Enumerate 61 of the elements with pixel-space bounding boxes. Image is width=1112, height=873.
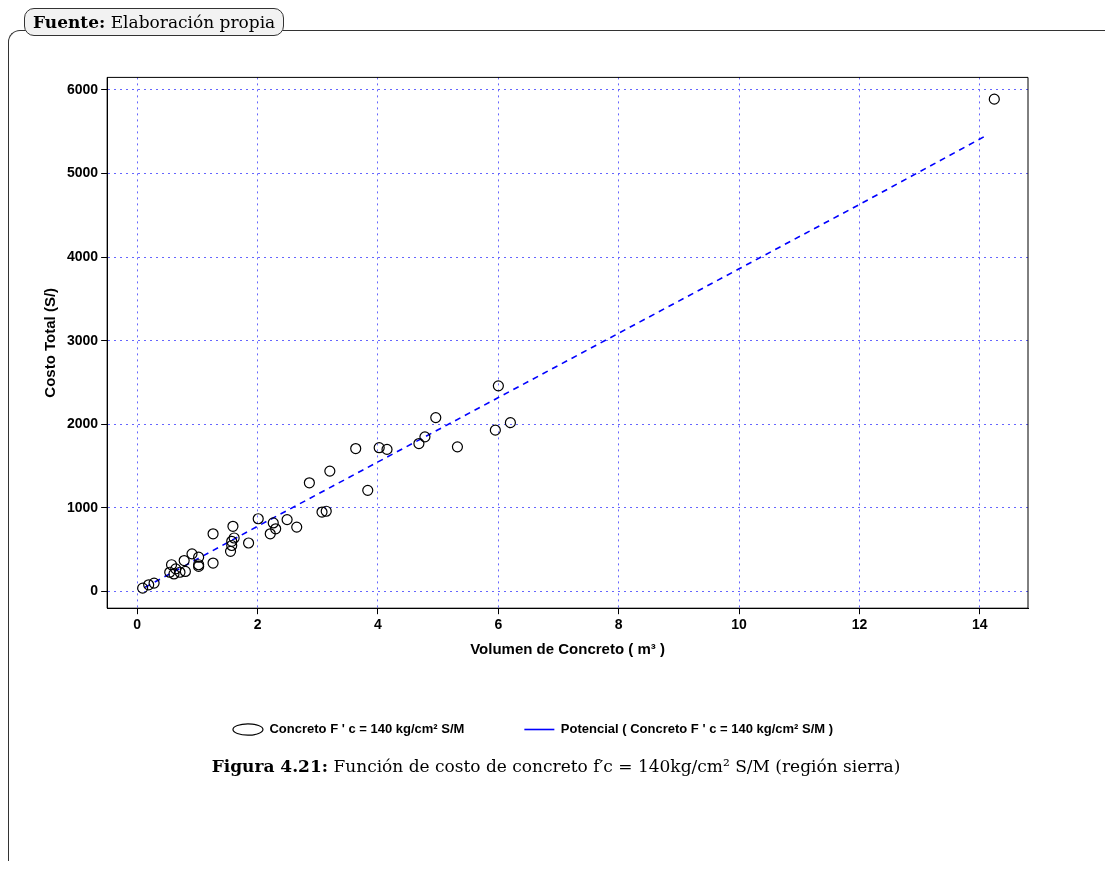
y-tick-label: 3000: [66, 331, 99, 348]
point: [164, 566, 176, 578]
point: [451, 441, 464, 453]
point: [137, 582, 149, 594]
point: [419, 431, 431, 443]
point: [430, 412, 442, 424]
point: [148, 577, 160, 589]
y-tick-label: 2000: [66, 415, 99, 432]
point: [170, 563, 182, 575]
x-axis-title: Volumen de Concreto ( m³ ): [470, 640, 665, 658]
point: [186, 548, 198, 560]
x-tick-label: 6: [494, 616, 503, 633]
y-tick-label: 1000: [66, 498, 99, 515]
point: [492, 380, 504, 392]
point: [270, 523, 282, 535]
point: [291, 521, 303, 533]
point: [504, 417, 516, 429]
point: [264, 528, 276, 540]
point: [143, 579, 155, 591]
point: [168, 568, 180, 580]
point: [281, 513, 293, 526]
point: [381, 443, 393, 455]
point: [362, 484, 374, 496]
x-tick-label: 14: [972, 616, 988, 633]
x-tick-label: 4: [374, 616, 383, 633]
point: [303, 477, 315, 489]
point: [207, 557, 219, 569]
point: [320, 505, 332, 517]
x-tick-label: 12: [851, 616, 868, 633]
y-tick-label: 0: [90, 582, 99, 599]
text: Figura 4.21: Función de costo de concreto f′c = 140kg/cm² S/M (región sierra): [211, 756, 901, 776]
y-tick-label: 6000: [66, 80, 99, 97]
y-tick-label: 5000: [66, 164, 99, 181]
point: [165, 559, 178, 571]
point: [174, 566, 186, 578]
y-tick-label: 4000: [66, 247, 99, 264]
point: [267, 517, 279, 529]
legend-label: Concreto F ' c = 140 kg/cm² S/M: [269, 721, 465, 737]
point: [373, 442, 385, 454]
point: [227, 520, 239, 532]
x-tick-label: 10: [731, 616, 748, 633]
point: [207, 528, 219, 540]
point: [193, 551, 205, 563]
point: [413, 437, 425, 450]
x-tick-label: 2: [253, 616, 262, 633]
point: [226, 539, 238, 552]
point: [179, 565, 191, 578]
point: [316, 506, 328, 518]
point: [350, 442, 362, 455]
x-tick-label: 0: [133, 616, 142, 633]
point: [489, 424, 501, 436]
point: [988, 93, 1000, 105]
point: [178, 554, 190, 567]
point: [324, 465, 336, 477]
legend-label: Potencial ( Concreto F ' c = 140 kg/cm² S/M ): [560, 721, 834, 737]
source-note: Fuente: Elaboración propia: [33, 12, 276, 32]
x-tick-label: 8: [614, 616, 623, 633]
point: [252, 513, 264, 525]
point: [242, 537, 255, 549]
y-axis-title: Costo Total (S/): [41, 287, 59, 398]
point: [224, 545, 237, 557]
